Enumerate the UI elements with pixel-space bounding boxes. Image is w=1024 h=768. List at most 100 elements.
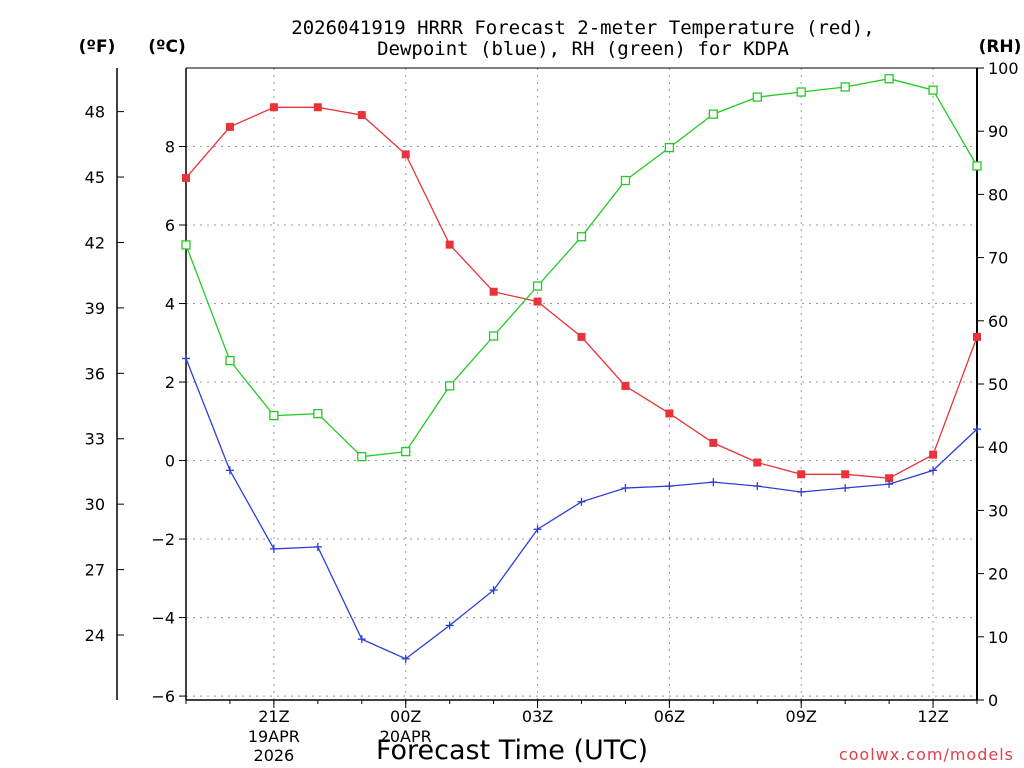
rh-tick-label: 0 — [988, 691, 998, 710]
dewpoint-point — [357, 635, 366, 644]
rh-point — [796, 87, 806, 97]
dewpoint-point — [225, 466, 234, 475]
chart-title-line1: 2026041919 HRRR Forecast 2-meter Tempera… — [291, 17, 874, 39]
temperature-point — [621, 381, 630, 390]
temperature-point — [885, 474, 894, 483]
x-tick-label: 21Z — [258, 707, 289, 726]
rh-tick-label: 40 — [988, 438, 1008, 457]
rh-point — [620, 175, 631, 186]
dewpoint-point — [973, 425, 981, 434]
rh-point — [928, 85, 938, 95]
celsius-tick-label: −6 — [151, 687, 175, 706]
temperature-point — [753, 458, 762, 467]
rh-point — [664, 142, 675, 153]
x-tick-label: 03Z — [522, 707, 553, 726]
fahrenheit-tick-label: 33 — [85, 430, 105, 449]
temperature-point — [533, 297, 542, 306]
rh-tick-label: 10 — [988, 628, 1008, 647]
credit-link[interactable]: coolwx.com/models — [839, 745, 1014, 764]
rh-point — [488, 331, 499, 341]
temperature-point — [577, 332, 586, 341]
rh-tick-label: 80 — [988, 185, 1008, 204]
rh-point — [576, 232, 587, 242]
dewpoint-point — [885, 480, 894, 489]
dewpoint-point — [665, 482, 674, 491]
rh-point — [884, 74, 894, 84]
celsius-tick-label: −2 — [151, 530, 175, 549]
rh-point — [313, 409, 323, 419]
dewpoint-line — [185, 358, 978, 660]
unit-rh: (RH) — [979, 37, 1022, 57]
axes: 86420−2−4−648454239363330272410090807060… — [85, 59, 1019, 765]
rh-point — [752, 92, 762, 102]
temperature-point — [797, 470, 806, 479]
dewpoint-point — [182, 354, 190, 363]
x-tick-label: 09Z — [786, 707, 817, 726]
dewpoint-point — [929, 466, 938, 475]
temperature-point — [401, 150, 410, 159]
series — [181, 74, 982, 663]
celsius-tick-label: 6 — [165, 216, 175, 235]
x-tick-year: 2026 — [254, 746, 295, 765]
rh-tick-label: 90 — [988, 122, 1008, 141]
dewpoint-point — [577, 497, 586, 506]
dewpoint-point — [489, 586, 498, 595]
dewpoint-point — [313, 542, 322, 551]
temperature-line — [185, 106, 978, 479]
temperature-point — [489, 287, 498, 296]
rh-point — [445, 381, 455, 391]
unit-fahrenheit: (ºF) — [79, 37, 116, 57]
x-tick-label: 06Z — [654, 707, 685, 726]
temperature-point — [841, 470, 850, 479]
rh-point — [532, 281, 543, 291]
temperature-point — [313, 103, 322, 112]
rh-tick-label: 50 — [988, 375, 1008, 394]
rh-line — [185, 78, 978, 458]
temperature-point — [357, 111, 366, 120]
celsius-tick-label: −4 — [151, 609, 175, 628]
fahrenheit-tick-label: 42 — [85, 233, 105, 252]
temperature-point — [973, 332, 981, 341]
celsius-tick-label: 8 — [165, 138, 175, 157]
unit-celsius: (ºC) — [148, 37, 186, 57]
celsius-tick-label: 4 — [165, 295, 175, 314]
rh-tick-label: 70 — [988, 249, 1008, 268]
x-tick-date: 20APR — [380, 727, 432, 746]
dewpoint-point — [753, 482, 762, 491]
fahrenheit-tick-label: 39 — [85, 299, 105, 318]
rh-point — [357, 452, 367, 462]
rh-point — [972, 161, 982, 171]
rh-point — [225, 355, 235, 366]
rh-tick-label: 20 — [988, 565, 1008, 584]
rh-point — [708, 109, 718, 119]
celsius-tick-label: 0 — [165, 452, 175, 471]
temperature-point — [269, 103, 278, 112]
fahrenheit-tick-label: 36 — [85, 364, 105, 383]
dewpoint-point — [445, 621, 454, 630]
temperature-point — [225, 122, 234, 131]
x-tick-label: 12Z — [917, 707, 948, 726]
rh-point — [269, 410, 279, 421]
dewpoint-point — [709, 478, 718, 487]
dewpoint-point — [533, 525, 542, 534]
dewpoint-point — [797, 487, 806, 496]
fahrenheit-tick-label: 45 — [85, 168, 105, 187]
fahrenheit-tick-label: 48 — [85, 103, 105, 122]
dewpoint-point — [841, 484, 850, 493]
dewpoint-point — [401, 654, 410, 663]
x-axis-label: Forecast Time (UTC) — [376, 735, 648, 766]
x-tick-date: 19APR — [248, 727, 300, 746]
dewpoint-point — [621, 484, 630, 493]
temperature-point — [709, 438, 718, 447]
temperature-point — [445, 240, 454, 249]
rh-point — [181, 240, 191, 250]
fahrenheit-tick-label: 24 — [85, 626, 105, 645]
rh-tick-label: 100 — [988, 59, 1019, 78]
rh-tick-label: 30 — [988, 501, 1008, 520]
chart-title-line2: Dewpoint (blue), RH (green) for KDPA — [377, 38, 789, 60]
grid — [186, 68, 977, 700]
fahrenheit-tick-label: 27 — [85, 561, 105, 580]
temperature-point — [665, 409, 674, 418]
x-tick-label: 00Z — [390, 707, 421, 726]
